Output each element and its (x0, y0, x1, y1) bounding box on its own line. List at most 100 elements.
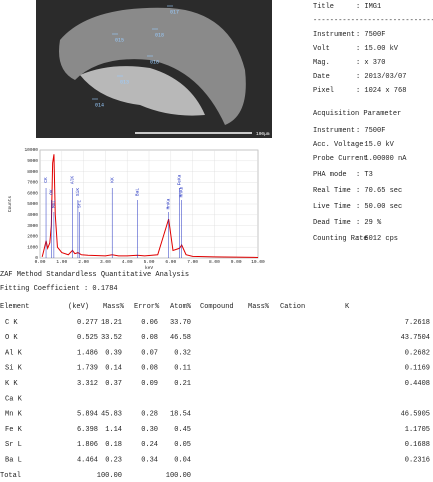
info-label: Live Time (313, 203, 351, 211)
info-label: Mag. (313, 59, 330, 67)
table-cell: 0.14 (105, 365, 122, 373)
x-tick-label: 4.00 (122, 259, 133, 265)
sem-label: 016 (150, 59, 159, 65)
scale-label: 100µm (256, 131, 270, 137)
sem-particle (80, 66, 205, 116)
table-cell: 0.09 (141, 380, 158, 388)
table-cell: 0.08 (141, 365, 158, 373)
table-cell: 0.45 (174, 426, 191, 434)
table-cell: 1.1705 (405, 426, 430, 434)
table-cell: 0.18 (105, 441, 122, 449)
info-value: : IMG1 (356, 3, 381, 11)
element: Fe K (5, 426, 23, 434)
y-tick-label: 0 (35, 255, 38, 261)
table-cell: 0.277 (77, 319, 98, 327)
y-axis-label: Counts (7, 196, 13, 213)
peak-label: OK (49, 189, 55, 195)
table-cell: 0.24 (141, 441, 158, 449)
table-cell: 33.52 (101, 334, 122, 342)
sem-label: 013 (120, 79, 129, 85)
info-value: : 29 % (356, 219, 382, 227)
info-value: : 7500F (356, 31, 385, 39)
y-tick-label: 9000 (27, 158, 38, 164)
table-cell: 45.83 (101, 411, 122, 419)
y-tick-label: 3000 (27, 223, 38, 229)
sem-label: 014 (95, 102, 104, 108)
element: O K (5, 334, 18, 342)
table-header: Cation (280, 303, 305, 311)
element: K K (5, 380, 18, 388)
info-value: : 1024 x 768 (356, 87, 406, 95)
info-label: Date (313, 73, 330, 81)
table-cell: 18.54 (170, 411, 191, 419)
element: Sr L (5, 441, 22, 449)
y-tick-label: 10000 (24, 147, 38, 153)
table-cell: 0.05 (174, 441, 191, 449)
table-cell: 1.806 (77, 441, 98, 449)
peak-label: AlK (70, 176, 76, 184)
table-cell: 0.08 (141, 334, 158, 342)
table-header: Mass% (248, 303, 270, 311)
table-cell: 0.23 (105, 457, 122, 465)
table-cell: 1.739 (77, 365, 98, 373)
x-axis-label: keV (145, 265, 153, 271)
x-tick-label: 7.00 (187, 259, 198, 265)
info-value: : 6012 cps (356, 235, 398, 243)
table-cell: 0.32 (174, 349, 191, 357)
y-tick-label: 7000 (27, 180, 38, 186)
table-cell: 0.39 (105, 349, 122, 357)
table-cell: 0.1688 (405, 441, 430, 449)
fitting: Fitting Coefficient : 0.1784 (0, 285, 118, 293)
table-cell: 33.70 (170, 319, 191, 327)
x-tick-label: 10.00 (251, 259, 265, 265)
info-value: : x 370 (356, 59, 385, 67)
info-label: Dead Time (313, 219, 351, 227)
x-tick-label: 1.00 (56, 259, 67, 265)
x-tick-label: 2.00 (78, 259, 89, 265)
table-header: Mass% (103, 303, 125, 311)
table-header: Atom% (170, 303, 192, 311)
table-header: K (345, 303, 350, 311)
table-cell: 0.28 (141, 411, 158, 419)
info-label: Probe Current (313, 155, 368, 163)
info-value: : 2013/03/07 (356, 73, 406, 81)
info-label: Volt (313, 45, 330, 53)
y-tick-label: 1000 (27, 244, 38, 250)
peak-label: MnKa (166, 198, 172, 209)
element: Al K (5, 349, 23, 357)
table-cell: 0.04 (174, 457, 191, 465)
element: Si K (5, 365, 23, 373)
y-tick-label: 5000 (27, 201, 38, 207)
element: Ba L (5, 457, 22, 465)
table-cell: 0.2316 (405, 457, 430, 465)
table-cell: 0.2682 (405, 349, 430, 357)
table-cell: 4.464 (77, 457, 98, 465)
peak-label: SiK (75, 188, 81, 196)
y-tick-label: 2000 (27, 234, 38, 240)
table-cell: 100.00 (97, 472, 122, 477)
table-cell: 5.894 (77, 411, 98, 419)
info-label: Counting Rate (313, 235, 368, 243)
info-value: : T3 (356, 171, 373, 179)
info-label: Instrument (313, 31, 355, 39)
table-cell: 0.525 (77, 334, 98, 342)
table-cell: 6.398 (77, 426, 98, 434)
info-label: Pixel (313, 87, 334, 95)
table-header: (keV) (68, 303, 89, 311)
table-cell: 7.2618 (405, 319, 430, 327)
peak-label: CK (43, 177, 49, 183)
table-cell: 3.312 (77, 380, 98, 388)
table-cell: 46.58 (170, 334, 191, 342)
table-header: Error% (134, 303, 160, 311)
info-value: : 70.65 sec (356, 187, 402, 195)
table-cell: 1.14 (105, 426, 122, 434)
sem-label: 017 (170, 9, 179, 15)
table-cell: 43.7504 (401, 334, 430, 342)
info-label: PHA mode (313, 171, 347, 179)
y-tick-label: 6000 (27, 190, 38, 196)
peak-label: BaL (135, 188, 141, 196)
table-cell: 18.21 (101, 319, 122, 327)
info-label: Instrument (313, 127, 355, 135)
table-cell: 0.37 (105, 380, 122, 388)
